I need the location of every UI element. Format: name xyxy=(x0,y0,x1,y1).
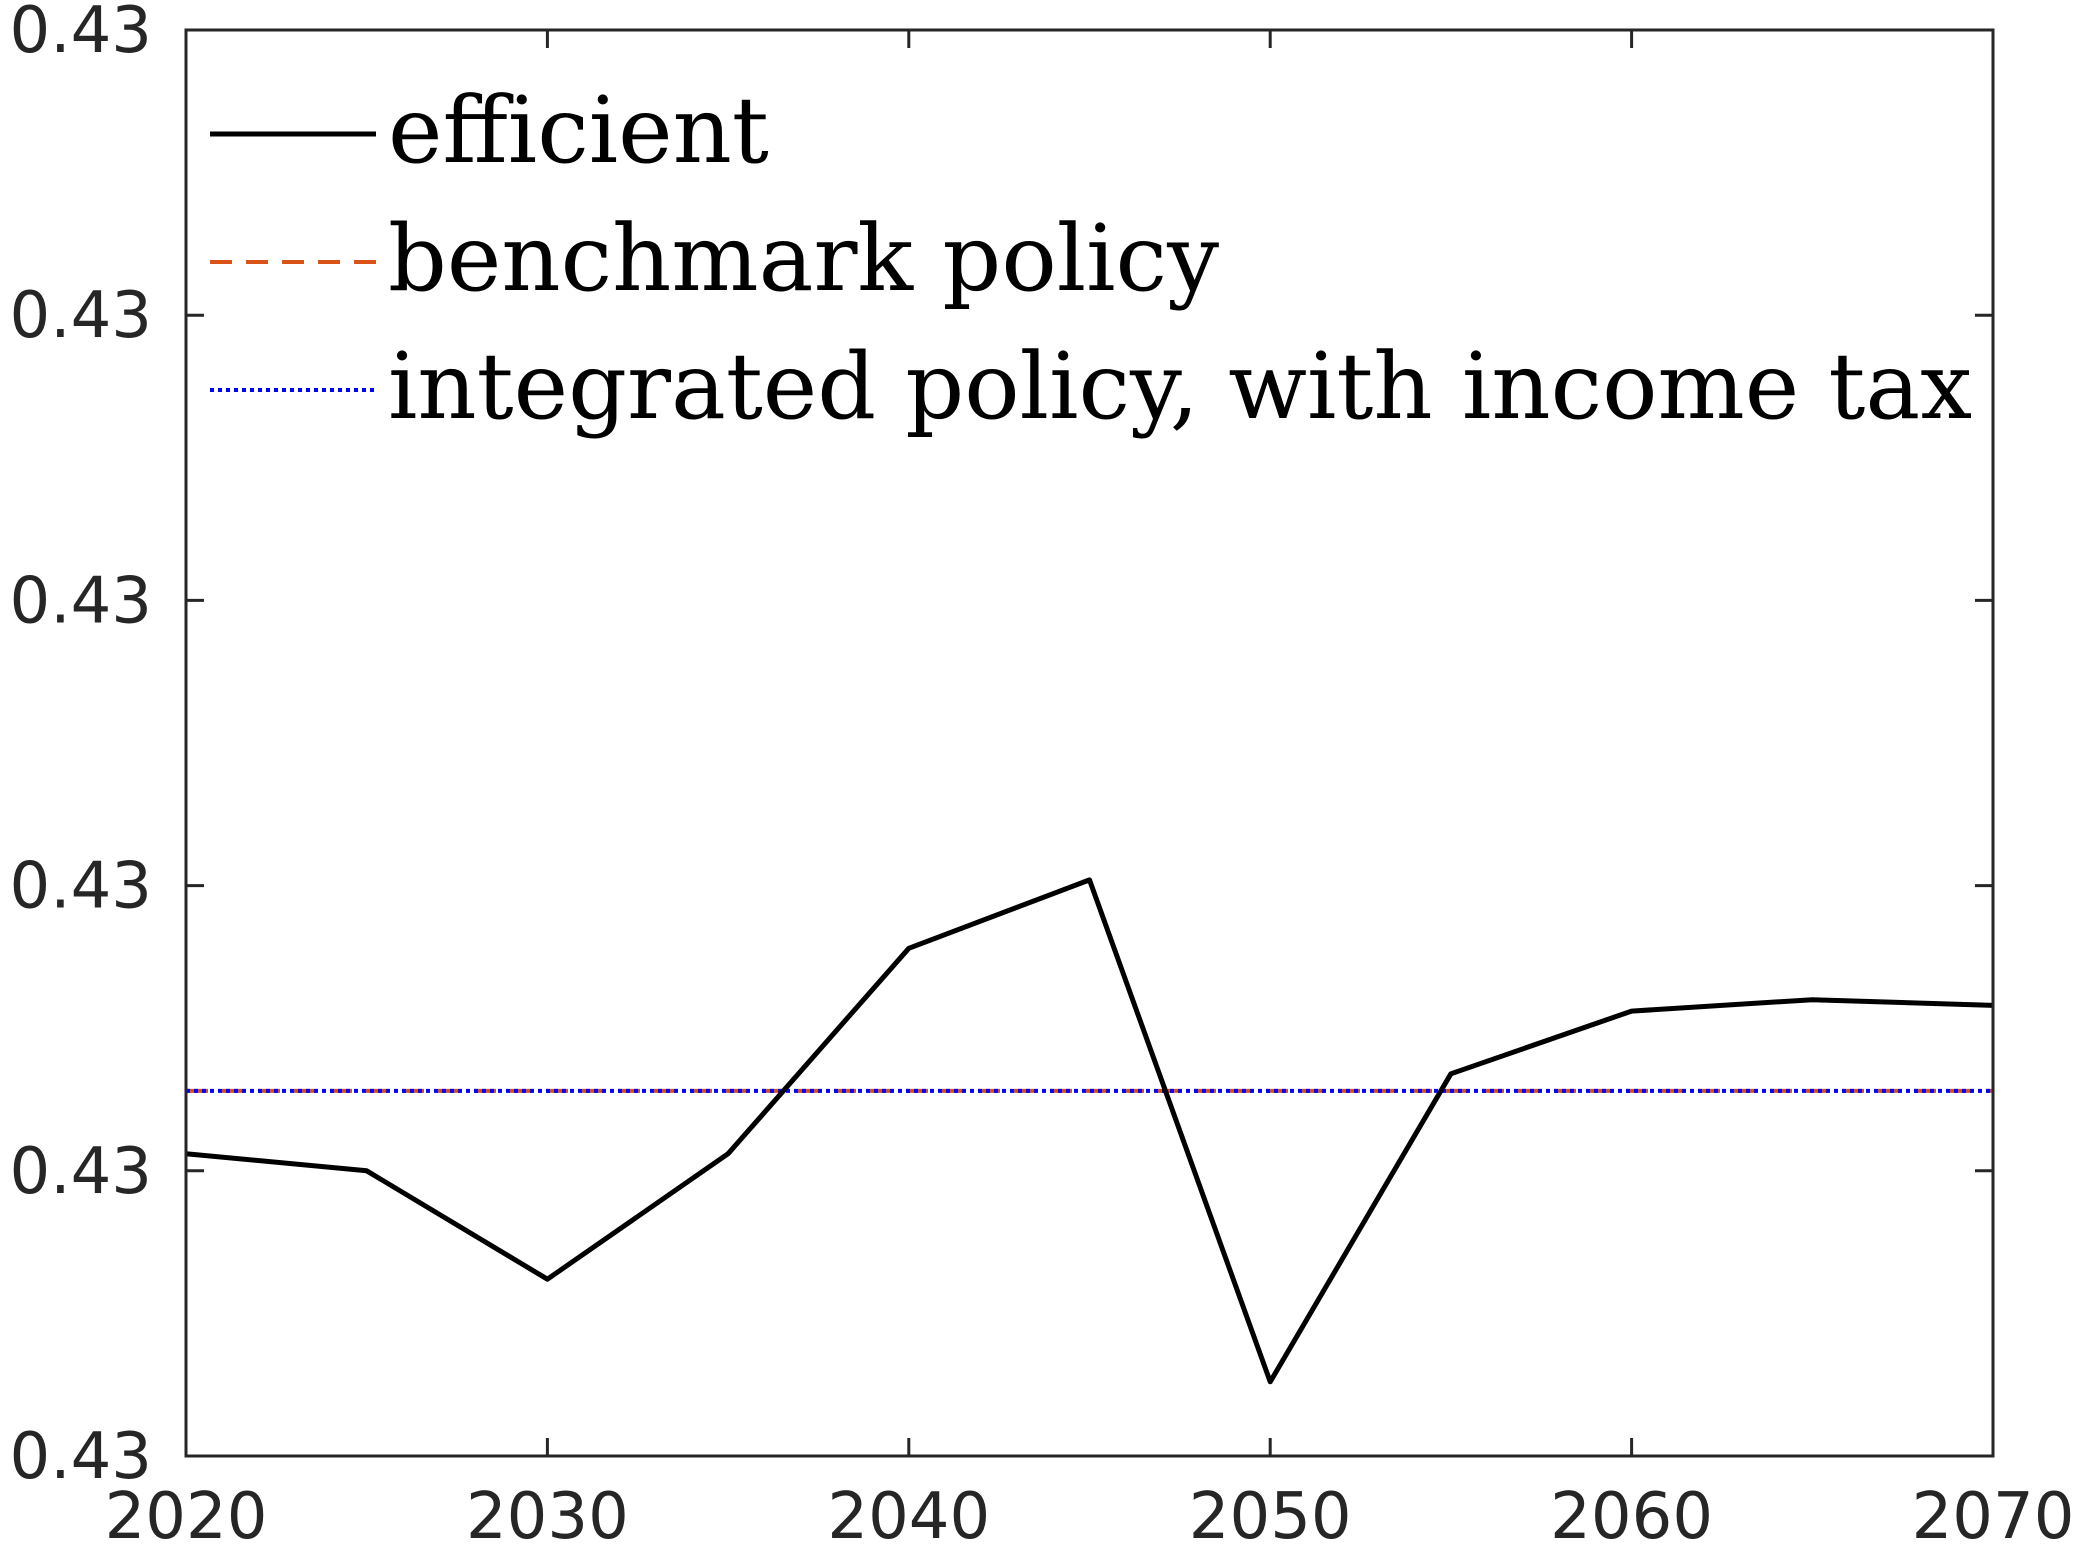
x-tick-label: 2040 xyxy=(827,1480,990,1554)
plot-area xyxy=(184,28,1995,1458)
y-tick-label: 0.43 xyxy=(10,564,153,638)
x-tick-label: 2070 xyxy=(1912,1480,2075,1554)
series-layer xyxy=(185,877,1994,1385)
x-tick-label: 2060 xyxy=(1550,1480,1713,1554)
x-tick-label: 2030 xyxy=(466,1480,629,1554)
y-tick-label: 0.43 xyxy=(10,1135,153,1209)
y-tick-label: 0.43 xyxy=(10,850,153,924)
legend-label-1: benchmark policy xyxy=(388,205,1219,312)
legend-label-2: integrated policy, with income tax xyxy=(388,333,1972,440)
y-tick-label: 0.43 xyxy=(10,0,153,68)
x-tick-label: 2050 xyxy=(1189,1480,1352,1554)
axes-frame xyxy=(184,28,1995,1458)
legend-label-0: efficient xyxy=(388,77,769,184)
x-axis-tick-labels: 2020 2030 2040 2050 2060 2070 xyxy=(105,1480,2075,1554)
y-tick-label: 0.43 xyxy=(10,279,153,353)
y-tick-label: 0.43 xyxy=(10,1420,153,1494)
series-line-0 xyxy=(185,877,1994,1385)
legend: efficient benchmark policy integrated poli… xyxy=(210,77,1972,440)
y-axis-tick-labels: 0.43 0.43 0.43 0.43 0.43 0.43 xyxy=(10,0,153,1494)
tick-marks xyxy=(184,28,1995,1458)
x-tick-label: 2020 xyxy=(105,1480,268,1554)
